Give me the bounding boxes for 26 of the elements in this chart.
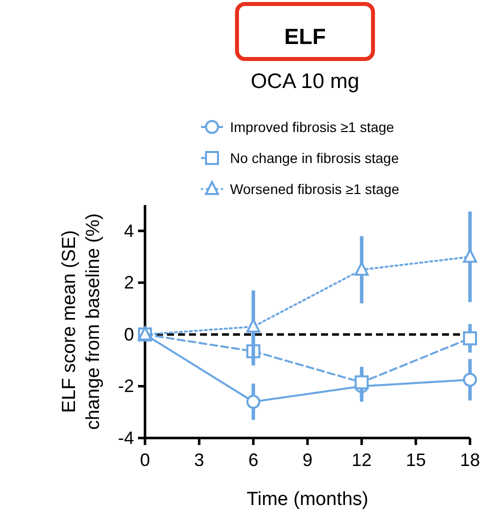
y-axis-title: ELF score mean (SE) change from baseline (%) [59,213,104,430]
legend-label: Improved fibrosis ≥1 stage [230,119,394,135]
y-tick-label: -2 [118,376,134,396]
x-tick-label: 0 [140,450,150,470]
y-tick-label: 2 [124,272,134,293]
chart-subtitle: OCA 10 mg [250,70,360,93]
point [463,248,477,263]
y-tick-label: 0 [124,324,134,344]
legend-label: No change in fibrosis stage [230,150,400,166]
x-axis-title: Time (months) [246,489,368,510]
x-tick-label: 18 [460,450,480,470]
point [246,394,260,409]
x-tick-label: 6 [248,450,258,470]
chart-title: ELF [284,24,326,49]
point [354,375,369,390]
y-tick-label: 4 [124,220,134,241]
y-tick-label: -4 [118,428,134,448]
point [463,331,477,346]
point [463,372,477,387]
x-tick-label: 15 [406,450,426,470]
point [354,262,369,276]
point [246,318,260,333]
x-tick-label: 9 [302,450,313,470]
legend-label: Worsened fibrosis ≥1 stage [230,181,400,197]
x-tick-label: 12 [352,450,372,470]
x-tick-label: 3 [194,450,204,470]
